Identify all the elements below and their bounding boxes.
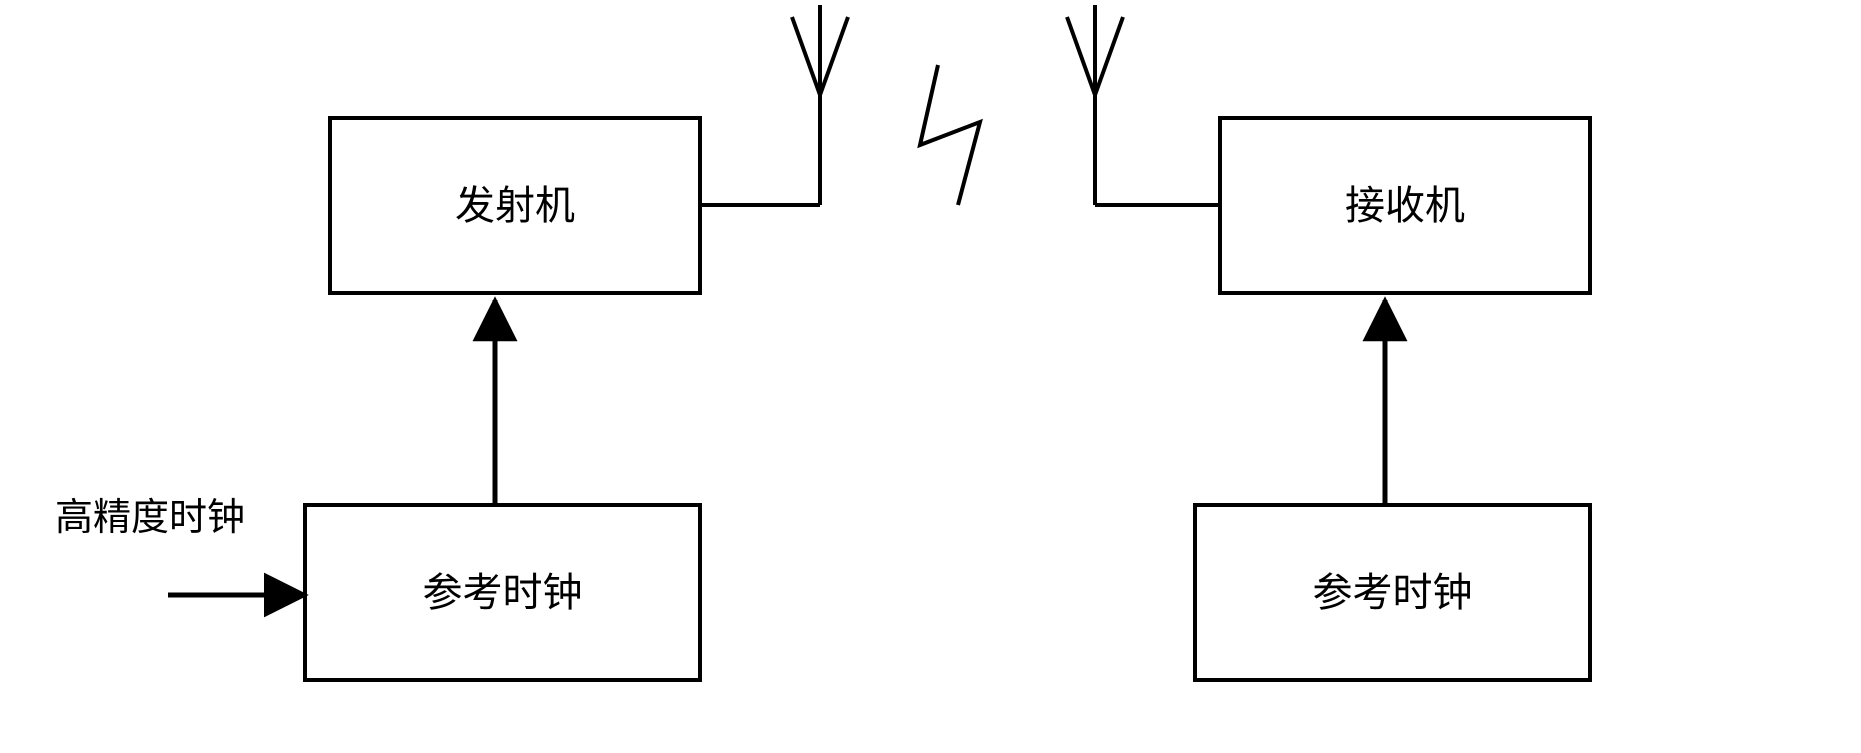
receiver-box: 接收机 (1220, 118, 1590, 293)
rx-antenna (1067, 5, 1220, 205)
transmitter-label: 发射机 (455, 183, 575, 228)
external-clock-label: 高精度时钟 (55, 497, 245, 539)
tx-antenna (700, 5, 848, 205)
rx_clock-label: 参考时钟 (1313, 570, 1473, 615)
radio-signal-icon (920, 65, 980, 205)
transmitter-box: 发射机 (330, 118, 700, 293)
tx_clock-box: 参考时钟 (305, 505, 700, 680)
tx_clock-label: 参考时钟 (423, 570, 583, 615)
receiver-label: 接收机 (1345, 183, 1465, 228)
rx_clock-box: 参考时钟 (1195, 505, 1590, 680)
